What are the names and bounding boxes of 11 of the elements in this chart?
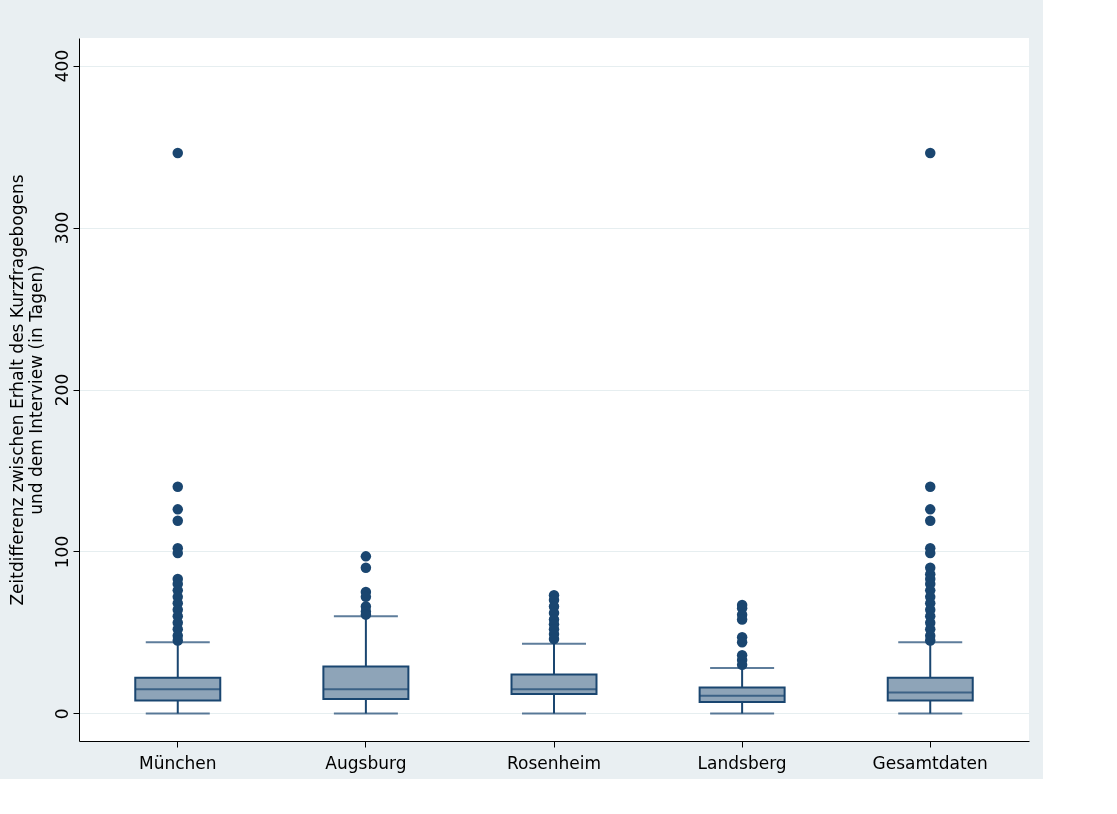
x-tick-label: Augsburg	[325, 752, 407, 773]
x-tick-label: Rosenheim	[506, 752, 602, 773]
y-tick-label: 400	[51, 49, 72, 83]
x-tick-label: München	[138, 752, 217, 773]
x-tick-label: Gesamtdaten	[872, 752, 988, 773]
y-tick-label: 200	[51, 373, 72, 407]
y-tick-label: 100	[51, 535, 72, 569]
y-tick-label: 300	[51, 211, 72, 245]
x-tick-label: Landsberg	[697, 752, 787, 773]
y-tick-label: 0	[51, 708, 72, 720]
y-axis-title: Zeitdifferenz zwischen Erhalt des Kurzfragebogens und dem Interview (in Tagen)	[6, 174, 46, 606]
